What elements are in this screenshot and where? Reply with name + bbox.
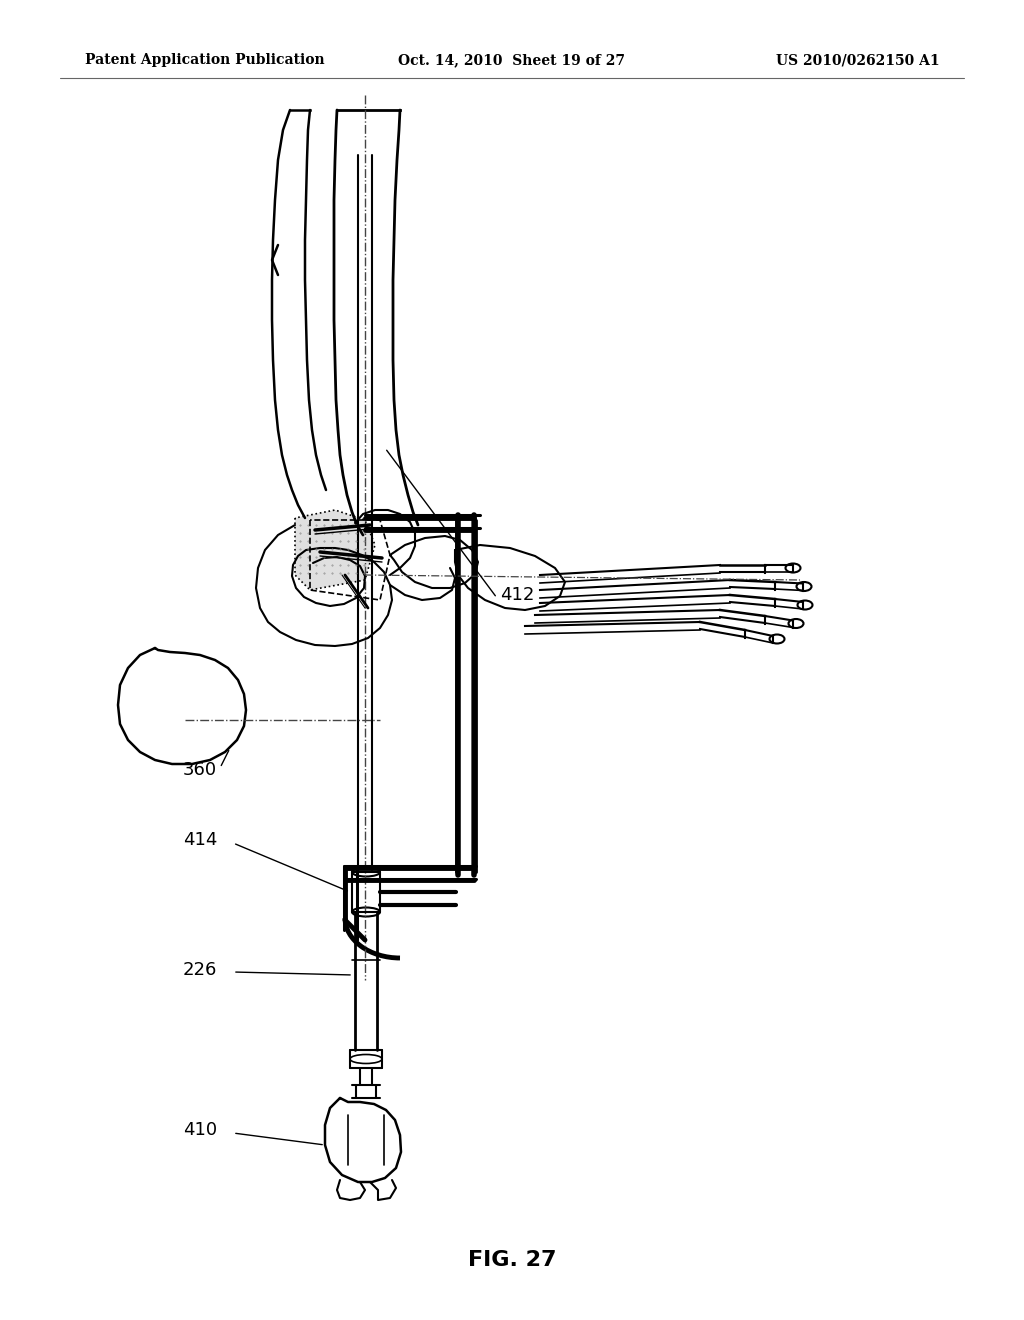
Text: 412: 412 <box>500 586 535 605</box>
Text: 226: 226 <box>183 961 217 979</box>
Text: 410: 410 <box>183 1121 217 1139</box>
Text: FIG. 27: FIG. 27 <box>468 1250 556 1270</box>
Text: US 2010/0262150 A1: US 2010/0262150 A1 <box>776 53 940 67</box>
Text: Patent Application Publication: Patent Application Publication <box>85 53 325 67</box>
Text: 414: 414 <box>183 832 217 849</box>
Text: Oct. 14, 2010  Sheet 19 of 27: Oct. 14, 2010 Sheet 19 of 27 <box>398 53 626 67</box>
Text: 360: 360 <box>183 762 217 779</box>
Polygon shape <box>295 510 375 590</box>
